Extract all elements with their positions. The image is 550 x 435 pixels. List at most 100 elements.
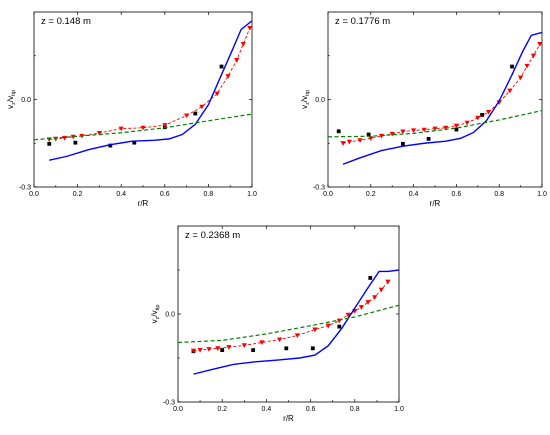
x-tick-label: 1.0 — [537, 191, 547, 198]
x-tick-label: 0.2 — [366, 191, 376, 198]
triangle-marker — [215, 346, 221, 351]
triangle-marker — [214, 91, 220, 97]
triangle-marker — [162, 123, 168, 128]
y-axis-label: vz/vtip — [300, 90, 311, 109]
triangle-marker — [357, 138, 363, 143]
series-solid-line — [193, 269, 399, 375]
panel-title: z = 0.148 m — [41, 16, 91, 27]
triangle-marker — [294, 333, 300, 339]
y-axis-label: vz/vtip — [150, 305, 161, 324]
y-label-sep: /v — [6, 96, 15, 102]
triangle-marker — [368, 136, 374, 141]
y-label-sub: z — [155, 316, 161, 319]
triangle-marker — [206, 347, 212, 352]
x-tick-label: 0.4 — [262, 406, 272, 413]
triangle-marker — [234, 58, 240, 63]
triangle-marker — [475, 115, 481, 121]
square-marker — [510, 64, 514, 69]
square-marker — [220, 348, 225, 352]
y-tick-label: -0.3 — [19, 185, 31, 192]
square-marker — [47, 141, 52, 146]
triangle-marker — [96, 130, 102, 136]
plot-frame — [33, 11, 253, 188]
triangle-marker — [118, 126, 124, 132]
x-tick-label: 0.0 — [323, 191, 333, 198]
square-marker — [219, 64, 224, 69]
triangle-marker — [225, 74, 231, 79]
triangle-marker — [247, 25, 252, 31]
square-marker — [480, 113, 484, 117]
triangle-marker — [358, 305, 365, 310]
triangle-marker — [389, 131, 395, 137]
y-tick-label: 0.0 — [315, 97, 325, 104]
triangle-marker — [537, 42, 542, 47]
x-tick-label: 1.0 — [394, 406, 404, 413]
series-solid-line — [342, 31, 542, 165]
x-tick-label: 0.4 — [116, 191, 126, 198]
triangle-marker — [277, 337, 283, 343]
triangle-marker — [199, 104, 205, 110]
square-marker — [337, 324, 342, 329]
triangle-marker — [340, 141, 346, 146]
triangle-marker — [325, 323, 331, 329]
triangle-marker — [530, 53, 537, 59]
triangle-marker — [453, 123, 459, 129]
panel-title: z = 0.2368 m — [185, 230, 240, 241]
triangle-marker — [346, 139, 352, 145]
triangle-marker — [443, 125, 449, 131]
triangle-marker — [345, 312, 351, 318]
triangle-marker — [365, 300, 371, 305]
y-label-sep: /v — [150, 310, 159, 316]
triangle-marker — [241, 343, 247, 348]
x-tick-label: 0.8 — [204, 191, 214, 198]
triangle-marker — [496, 100, 502, 106]
triangle-marker — [464, 120, 470, 126]
x-tick-label: 0.8 — [350, 406, 360, 413]
square-marker — [251, 348, 256, 352]
triangle-marker — [184, 113, 190, 119]
x-tick-label: 0.4 — [409, 191, 419, 198]
square-marker — [454, 127, 459, 132]
y-label-sub: tip — [11, 90, 17, 96]
y-tick-label: 0.0 — [165, 312, 175, 319]
triangle-marker — [518, 75, 524, 81]
triangle-marker — [240, 42, 246, 47]
x-tick-label: 0.6 — [160, 191, 170, 198]
plot-data — [34, 20, 252, 161]
y-label-sub: tip — [155, 305, 161, 311]
square-marker — [401, 141, 405, 146]
y-tick-label: 0.0 — [21, 97, 31, 104]
x-axis-label: r/R — [430, 199, 441, 208]
panel-title: z = 0.1776 m — [335, 16, 390, 27]
square-marker — [73, 140, 78, 145]
plot-data — [178, 269, 399, 375]
triangle-marker — [507, 88, 513, 94]
y-label-sub: z — [11, 102, 17, 105]
triangle-marker — [378, 287, 384, 293]
triangle-marker — [385, 279, 391, 285]
x-tick-label: 0.6 — [306, 406, 316, 413]
x-tick-label: 1.0 — [247, 191, 257, 198]
x-tick-label: 0.0 — [173, 406, 183, 413]
square-marker — [132, 140, 137, 145]
triangle-marker — [421, 127, 427, 133]
triangle-marker — [524, 63, 530, 69]
triangle-marker — [226, 345, 232, 350]
y-tick-label: -0.3 — [313, 185, 325, 192]
triangle-marker — [485, 109, 492, 115]
series-dashed-line — [178, 304, 399, 344]
x-tick-label: 0.2 — [217, 406, 227, 413]
x-tick-label: 0.0 — [29, 191, 39, 198]
triangle-marker — [400, 129, 406, 135]
x-axis-label: r/R — [138, 199, 149, 208]
square-marker — [108, 143, 113, 148]
triangle-marker — [140, 125, 146, 131]
y-label-sub: tip — [305, 90, 311, 96]
y-label-main: v — [150, 319, 159, 323]
triangle-marker — [411, 128, 417, 134]
triangle-marker — [312, 327, 318, 333]
series-triangle-line — [49, 27, 251, 140]
